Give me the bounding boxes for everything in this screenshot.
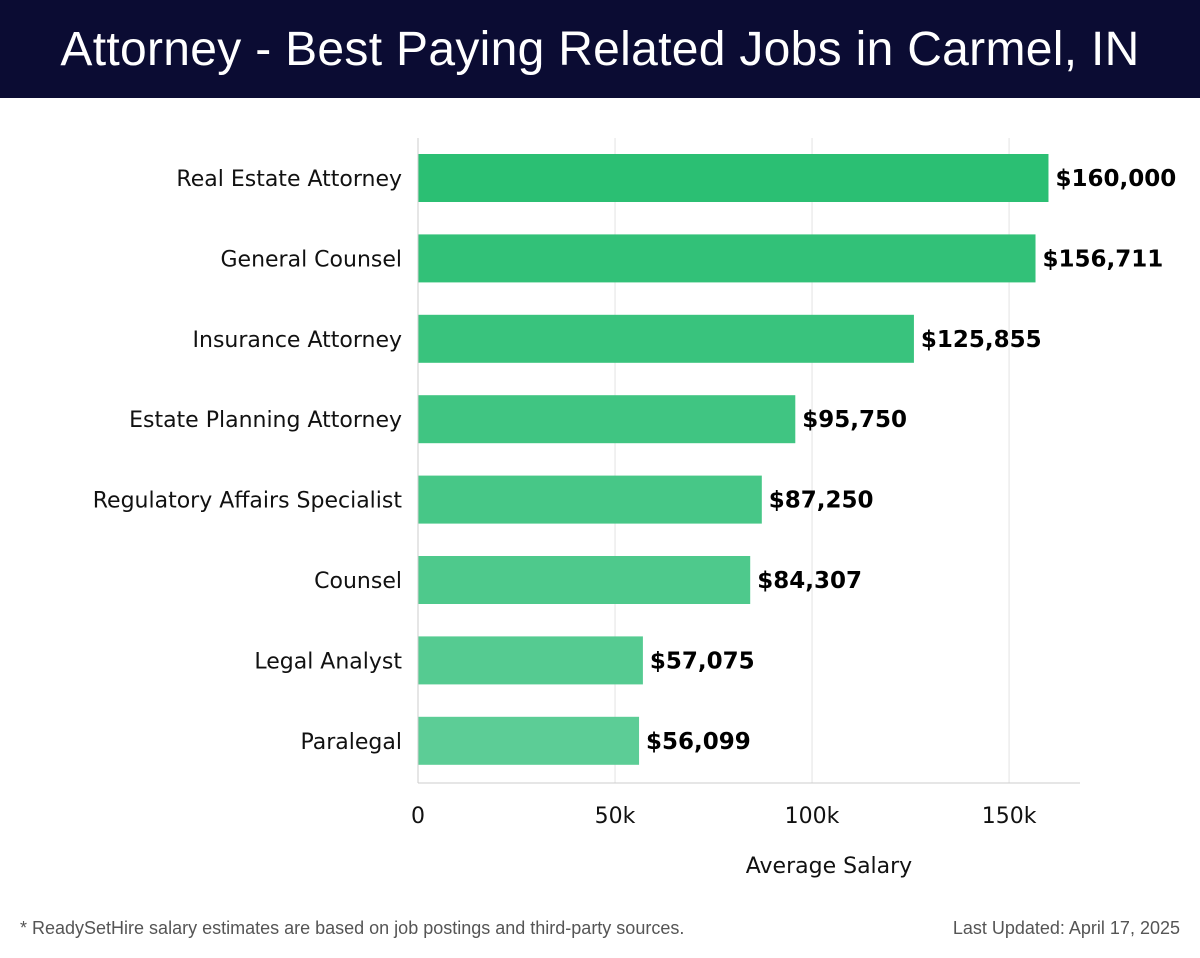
category-label: Legal Analyst: [254, 649, 402, 674]
category-label: Paralegal: [301, 730, 403, 755]
x-tick-label: 150k: [982, 804, 1037, 829]
value-label: $57,075: [650, 648, 755, 674]
category-label: Regulatory Affairs Specialist: [93, 489, 403, 514]
chart-svg: 0 50k 100k 150k Average Salary Real Estate At…: [93, 138, 1176, 879]
value-label: $56,099: [646, 729, 751, 755]
category-label: General Counsel: [220, 247, 402, 272]
value-label: $84,307: [757, 568, 862, 594]
category-label: Counsel: [314, 569, 402, 594]
category-label: Insurance Attorney: [193, 328, 402, 353]
bar-4: [418, 475, 762, 524]
category-label: Estate Planning Attorney: [129, 408, 402, 433]
header-banner: Attorney - Best Paying Related Jobs in C…: [0, 0, 1200, 98]
bar-0: [418, 154, 1049, 202]
value-label: $87,250: [769, 488, 874, 514]
value-label: $160,000: [1055, 166, 1176, 192]
bar-layer: [418, 154, 1049, 765]
page-title: Attorney - Best Paying Related Jobs in C…: [60, 22, 1140, 76]
value-label: $156,711: [1043, 246, 1164, 272]
x-tick-label: 100k: [785, 804, 840, 829]
x-axis-title: Average Salary: [746, 854, 912, 879]
x-tick-label: 0: [411, 804, 425, 829]
bar-2: [418, 314, 914, 363]
footer-updated: Last Updated: April 17, 2025: [952, 918, 1180, 938]
x-tick-label: 50k: [595, 804, 636, 829]
value-label: $95,750: [802, 407, 907, 433]
category-label: Real Estate Attorney: [176, 167, 402, 192]
bar-6: [418, 636, 643, 685]
bar-3: [418, 395, 796, 444]
value-label: $125,855: [921, 327, 1042, 353]
bar-5: [418, 556, 751, 604]
footer-note: * ReadySetHire salary estimates are base…: [20, 918, 685, 938]
salary-chart: 0 50k 100k 150k Average Salary Real Estate At…: [0, 98, 1200, 898]
bar-1: [418, 234, 1036, 283]
bar-7: [418, 716, 640, 765]
axis-layer: 0 50k 100k 150k Average Salary Real Estate At…: [93, 138, 1176, 879]
